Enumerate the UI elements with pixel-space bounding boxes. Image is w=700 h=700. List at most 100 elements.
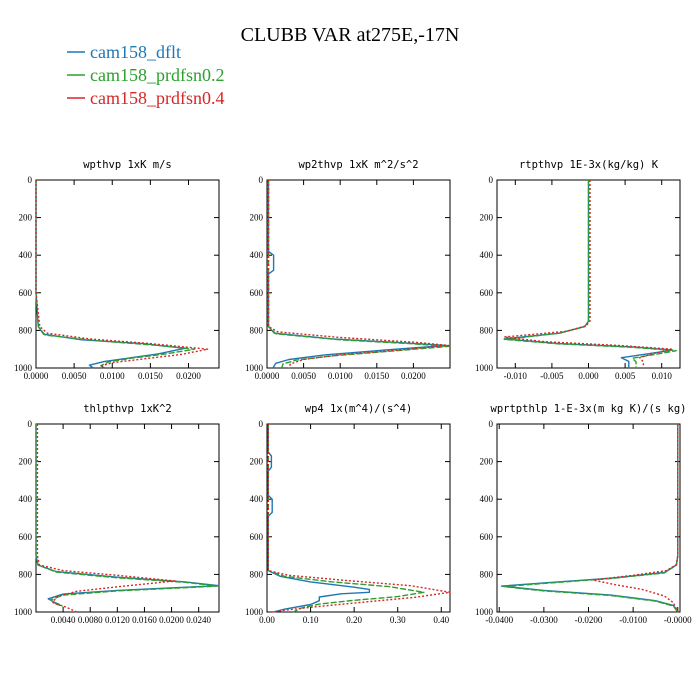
y-tick-label: 400 xyxy=(250,494,264,504)
x-tick-label: 0.0000 xyxy=(255,371,280,381)
y-tick-label: 600 xyxy=(19,288,33,298)
y-tick-label: 1000 xyxy=(14,363,33,373)
y-tick-label: 1000 xyxy=(245,607,264,617)
y-tick-label: 1000 xyxy=(475,363,494,373)
y-tick-label: 200 xyxy=(480,213,494,223)
x-tick-label: 0.0000 xyxy=(24,371,49,381)
series-line-cam158-prdfsn0-2 xyxy=(267,180,450,369)
panel-title: wp4 1x(m^4)/(s^4) xyxy=(305,403,412,415)
panel-title: rtpthvp 1E-3x(kg/kg) K xyxy=(519,159,659,171)
x-tick-label: 0.0080 xyxy=(78,615,103,625)
y-tick-label: 800 xyxy=(480,569,494,579)
y-tick-label: 600 xyxy=(19,532,33,542)
x-tick-label: 0.10 xyxy=(303,615,319,625)
y-tick-label: 600 xyxy=(250,288,264,298)
y-tick-label: 800 xyxy=(250,569,264,579)
x-tick-label: -0.0200 xyxy=(575,615,603,625)
x-tick-label: 0.000 xyxy=(578,371,599,381)
legend-item: cam158_prdfsn0.2 xyxy=(67,65,224,85)
series-line-cam158-prdfsn0-2 xyxy=(35,424,219,608)
x-tick-label: 0.0150 xyxy=(138,371,163,381)
x-tick-label: 0.20 xyxy=(346,615,362,625)
x-tick-label: 0.0200 xyxy=(401,371,426,381)
series-line-cam158-prdfsn0-4 xyxy=(35,180,209,369)
x-tick-label: -0.005 xyxy=(540,371,564,381)
y-tick-label: 0 xyxy=(28,419,33,429)
panel-title: wprtpthlp 1-E-3x(m kg K)/(s kg) xyxy=(491,403,687,415)
chart-panel: rtpthvp 1E-3x(kg/kg) K02004006008001000-… xyxy=(475,159,681,381)
y-tick-label: 0 xyxy=(489,419,494,429)
y-tick-label: 0 xyxy=(489,175,494,185)
legend-item: cam158_prdfsn0.4 xyxy=(67,88,224,108)
x-tick-label: 0.30 xyxy=(390,615,406,625)
y-tick-label: 600 xyxy=(480,288,494,298)
x-tick-label: 0.0200 xyxy=(159,615,184,625)
x-tick-label: -0.0400 xyxy=(485,615,513,625)
legend-label: cam158_dflt xyxy=(90,42,181,62)
y-tick-label: 400 xyxy=(480,494,494,504)
x-tick-label: 0.0150 xyxy=(364,371,389,381)
x-tick-label: -0.0100 xyxy=(619,615,647,625)
x-tick-label: -0.010 xyxy=(504,371,528,381)
y-tick-label: 0 xyxy=(259,419,264,429)
series-line-cam158-prdfsn0-2 xyxy=(35,180,196,369)
chart-panel: wprtpthlp 1-E-3x(m kg K)/(s kg) 0 200 400 60… xyxy=(475,403,692,625)
chart-panel: wp2thvp 1xK m^2/s^2020040060080010000.00… xyxy=(245,159,451,381)
panel-title: thlpthvp 1xK^2 xyxy=(83,403,172,415)
y-tick-label: 1000 xyxy=(475,607,494,617)
series-line-cam158-prdfsn0-4 xyxy=(267,424,451,613)
x-tick-label: 0.0050 xyxy=(62,371,87,381)
y-tick-label: 400 xyxy=(19,494,33,504)
legend: cam158_dflt cam158_prdfsn0.2 cam158_prdf… xyxy=(67,42,224,108)
x-tick-label: 0.0040 xyxy=(51,615,76,625)
x-tick-label: 0.00 xyxy=(259,615,275,625)
y-tick-label: 800 xyxy=(250,325,264,335)
plot-frame xyxy=(266,179,451,369)
legend-label: cam158_prdfsn0.4 xyxy=(90,88,224,108)
y-tick-label: 200 xyxy=(250,213,264,223)
plot-frame xyxy=(266,423,451,613)
series-line-cam158-prdfsn0-2 xyxy=(503,424,679,613)
series-line-cam158-prdfsn0-4 xyxy=(267,180,450,369)
y-tick-label: 400 xyxy=(480,250,494,260)
series-line-cam158-prdfsn0-4 xyxy=(503,180,674,368)
y-tick-label: 800 xyxy=(480,325,494,335)
y-tick-label: 1000 xyxy=(14,607,33,617)
y-tick-label: 800 xyxy=(19,569,33,579)
x-tick-label: 0.005 xyxy=(615,371,636,381)
figure-title: CLUBB VAR at275E,-17N xyxy=(241,24,460,46)
y-tick-label: 1000 xyxy=(245,363,264,373)
x-tick-label: 0.0160 xyxy=(132,615,157,625)
panel-title: wpthvp 1xK m/s xyxy=(83,159,172,171)
x-tick-label: 0.0240 xyxy=(186,615,211,625)
x-tick-label: 0.0120 xyxy=(105,615,130,625)
y-tick-label: 200 xyxy=(480,457,494,467)
legend-item: cam158_dflt xyxy=(67,42,181,62)
y-tick-label: 200 xyxy=(19,213,33,223)
y-tick-label: 600 xyxy=(250,532,264,542)
series-line-cam158-dflt xyxy=(267,424,371,613)
y-tick-label: 400 xyxy=(250,250,264,260)
legend-label: cam158_prdfsn0.2 xyxy=(90,65,224,85)
y-tick-label: 400 xyxy=(19,250,33,260)
y-tick-label: 600 xyxy=(480,532,494,542)
x-tick-label: 0.0050 xyxy=(291,371,316,381)
x-tick-label: -0.0000 xyxy=(664,615,692,625)
x-tick-label: 0.40 xyxy=(433,615,449,625)
y-tick-label: 200 xyxy=(19,457,33,467)
series-line-cam158-prdfsn0-2 xyxy=(267,424,425,613)
x-tick-label: -0.0300 xyxy=(530,615,558,625)
series-line-cam158-prdfsn0-4 xyxy=(592,424,679,613)
x-tick-label: 0.010 xyxy=(652,371,673,381)
panel-title: wp2thvp 1xK m^2/s^2 xyxy=(298,159,418,171)
series-line-cam158-prdfsn0-2 xyxy=(503,180,677,368)
x-tick-label: 0.0100 xyxy=(100,371,125,381)
y-tick-label: 800 xyxy=(19,325,33,335)
y-tick-label: 0 xyxy=(28,175,33,185)
y-tick-label: 200 xyxy=(250,457,264,467)
